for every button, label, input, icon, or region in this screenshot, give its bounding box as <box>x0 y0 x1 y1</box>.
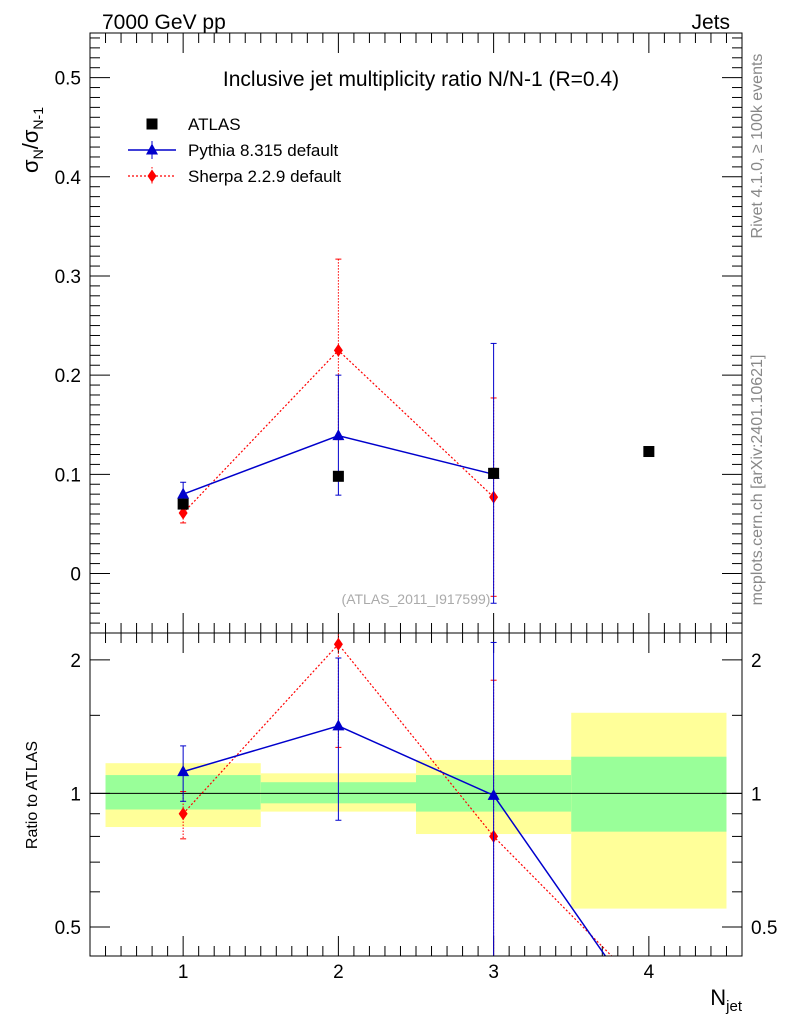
x-label-sub-jet: jet <box>725 998 743 1015</box>
legend: ATLAS Pythia 8.315 default Sherpa 2.2.9 de… <box>128 115 341 186</box>
ratio-y-tick-label-right: 1 <box>751 784 762 805</box>
y-label-sigma: σ <box>18 159 43 173</box>
ratio-y-tick-label-right: 0.5 <box>751 918 777 939</box>
data-point-diamond <box>147 169 157 183</box>
y-label-slash-sigma: /σ <box>18 129 43 149</box>
y-label-sub-n-minus-1: N-1 <box>30 107 46 130</box>
x-axis-label: Njet <box>710 985 743 1015</box>
data-point-square <box>146 118 158 130</box>
category-label: Jets <box>691 11 730 34</box>
ratio-y-tick-label-left: 2 <box>70 651 81 672</box>
ratio-series-line-sherpa <box>182 643 613 956</box>
ratio-y-tick-label-left: 1 <box>70 784 81 805</box>
data-point-triangle <box>332 719 345 731</box>
data-point-square <box>332 470 344 482</box>
data-point-square <box>488 467 500 479</box>
main-y-tick-labels: 0 0.1 0.2 0.3 0.4 0.5 <box>55 69 82 586</box>
ratio-plot-panel: 0.5 0.5 1 1 2 2 <box>55 632 778 957</box>
data-point-diamond <box>178 807 188 821</box>
x-tick-label: 4 <box>644 962 655 983</box>
y-tick-label: 0.4 <box>55 168 82 189</box>
ratio-error-bar <box>490 641 497 956</box>
mcplots-label: mcplots.cern.ch [arXiv:2401.10621] <box>749 355 766 606</box>
legend-label: Sherpa 2.2.9 default <box>188 167 341 186</box>
data-point-triangle <box>332 429 345 441</box>
x-tick-label: 1 <box>178 962 189 983</box>
data-point-triangle <box>146 143 158 155</box>
rivet-version-label: Rivet 4.1.0, ≥ 100k events <box>749 54 766 239</box>
data-point-triangle <box>487 788 500 800</box>
main-plot-panel: 0 0.1 0.2 0.3 0.4 0.5 Inclusive jet multiplic… <box>55 32 743 634</box>
inner-uncertainty-band <box>571 756 727 832</box>
legend-entry: Sherpa 2.2.9 default <box>128 167 341 186</box>
y-tick-label: 0.2 <box>55 366 81 387</box>
ratio-uncertainty-bands <box>105 712 727 909</box>
data-point-square <box>177 498 189 510</box>
data-point-diamond <box>333 343 343 357</box>
chart-title: Inclusive jet multiplicity ratio N/N-1 (… <box>223 68 619 91</box>
ratio-error-bar <box>335 657 342 821</box>
ratio-data-layer <box>177 633 613 956</box>
data-point-triangle <box>177 487 190 499</box>
energy-label: 7000 GeV pp <box>102 11 226 34</box>
analysis-id-watermark: (ATLAS_2011_I917599) <box>342 591 491 607</box>
x-tick-labels: 1 2 3 4 <box>178 962 655 983</box>
data-point-diamond <box>333 637 343 651</box>
ratio-y-tick-label-left: 0.5 <box>55 918 81 939</box>
legend-label: ATLAS <box>188 115 241 134</box>
y-tick-label: 0.1 <box>55 465 81 486</box>
main-y-axis-label: σN/σN-1 <box>18 107 46 173</box>
data-point-triangle <box>177 765 190 777</box>
y-tick-label: 0 <box>70 564 81 585</box>
ratio-y-axis-label: Ratio to ATLAS <box>24 741 41 849</box>
ratio-plot-frame <box>89 632 743 957</box>
svg-text:σN/σN-1: σN/σN-1 <box>18 107 46 173</box>
y-tick-label: 0.5 <box>55 69 81 90</box>
data-point-square <box>643 446 655 458</box>
x-tick-label: 3 <box>488 962 499 983</box>
ratio-y-tick-labels: 0.5 0.5 1 1 2 2 <box>55 651 778 939</box>
data-point-diamond <box>178 506 188 520</box>
ratio-y-tick-label-right: 2 <box>751 651 762 672</box>
legend-entry: ATLAS <box>146 115 241 134</box>
legend-label: Pythia 8.315 default <box>188 141 339 160</box>
ratio-series-line-pythia <box>182 725 607 956</box>
ratio-axis-ticks <box>90 633 742 956</box>
y-label-sub-n: N <box>30 149 46 159</box>
main-data-layer <box>177 258 655 604</box>
legend-entry: Pythia 8.315 default <box>128 141 339 160</box>
y-tick-label: 0.3 <box>55 267 81 288</box>
x-tick-label: 2 <box>333 962 344 983</box>
x-label-n: N <box>710 985 726 1010</box>
